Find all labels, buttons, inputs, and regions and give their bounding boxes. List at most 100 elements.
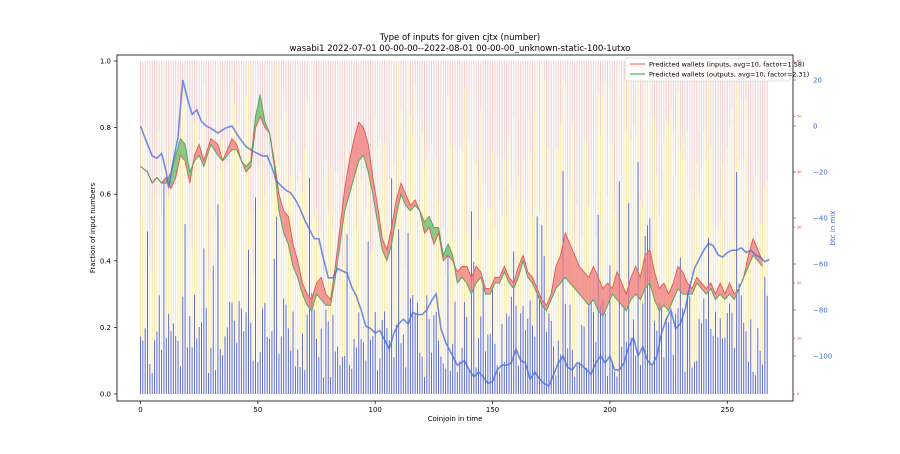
bar-segment-yellow — [651, 280, 653, 365]
prediction-fill-segment — [283, 210, 286, 239]
bar-segment-yellow — [433, 225, 435, 316]
prediction-fill-segment — [593, 266, 596, 306]
bar-segment-yellow — [494, 228, 496, 344]
plot-frame — [116, 54, 794, 402]
prediction-fill-segment — [572, 249, 575, 289]
coinjoin-bar — [391, 61, 393, 394]
bar-segment-blue — [353, 339, 355, 394]
bar-segment-red — [499, 61, 501, 202]
coinjoin-bar — [611, 61, 613, 394]
bar-segment-yellow — [522, 160, 524, 307]
bar-segment-red — [651, 61, 653, 281]
bar-segment-red — [654, 61, 656, 117]
bar-segment-red — [672, 61, 674, 132]
coinjoin-bar — [438, 61, 440, 394]
coinjoin-bar — [470, 61, 472, 394]
bar-segment-yellow — [257, 167, 259, 363]
coinjoin-bar — [731, 61, 733, 394]
bar-segment-red — [623, 61, 625, 76]
bar-segment-yellow — [700, 169, 702, 324]
prediction-fill-segment — [558, 255, 561, 286]
prediction-fill-segment — [260, 94, 263, 123]
bar-segment-blue — [682, 308, 684, 394]
coinjoin-bar — [250, 61, 252, 394]
bar-segment-blue — [585, 367, 587, 394]
legend-inputs-label: Predicted wallets (inputs, avg=10, facto… — [649, 61, 805, 69]
bar-segment-yellow — [367, 158, 369, 242]
bar-segment-yellow — [761, 223, 763, 365]
bar-segment-yellow — [661, 201, 663, 307]
bar-segment-blue — [595, 341, 597, 394]
bar-segment-yellow — [271, 187, 273, 332]
bar-segment-yellow — [370, 252, 371, 340]
bar-segment-blue — [503, 361, 505, 394]
bar-segment-blue — [548, 313, 550, 394]
bar-segment-red — [754, 61, 756, 178]
btc-in-mix-line — [139, 79, 770, 387]
bar-segment-red — [177, 61, 179, 147]
bar-segment-blue — [616, 376, 618, 394]
y-tick-label: 0.2 — [100, 324, 111, 332]
bar-segment-red — [269, 61, 271, 188]
bar-segment-red — [304, 61, 306, 149]
coinjoin-bar — [398, 61, 400, 394]
prediction-fill-segment — [584, 271, 587, 303]
bar-segment-blue — [377, 370, 379, 394]
bar-segment-red — [151, 61, 153, 272]
prediction-fill-segment — [321, 277, 324, 303]
bar-segment-yellow — [285, 112, 287, 305]
bar-segment-red — [571, 61, 573, 122]
bar-segment-blue — [581, 325, 583, 394]
bar-segment-red — [273, 61, 275, 157]
bar-segment-blue — [715, 311, 717, 394]
coinjoin-bar — [729, 61, 731, 394]
bar-segment-red — [449, 61, 451, 145]
bar-segment-blue — [461, 347, 463, 394]
coinjoin-bar — [604, 61, 606, 394]
coinjoin-bar — [346, 61, 348, 394]
coinjoin-bar — [597, 61, 599, 394]
bar-segment-red — [689, 61, 691, 190]
coinjoin-bar — [428, 61, 430, 394]
coinjoin-bar — [304, 61, 306, 394]
bar-segment-yellow — [710, 146, 712, 329]
prediction-fill-segment — [358, 122, 362, 161]
prediction-fill-segment — [663, 283, 667, 308]
coinjoin-bar — [623, 61, 625, 394]
bar-segment-yellow — [170, 145, 172, 332]
bar-segment-blue — [623, 307, 625, 394]
coinjoin-bar — [583, 61, 585, 394]
bar-segment-blue — [761, 364, 763, 394]
coinjoin-bar — [353, 61, 355, 394]
coinjoin-bar — [294, 61, 296, 394]
bar-segment-yellow — [722, 162, 724, 339]
bar-segment-blue — [550, 321, 552, 394]
bar-segment-yellow — [729, 124, 731, 304]
prediction-fill-segment — [609, 285, 613, 300]
y3-tick-label: 60 — [797, 59, 801, 63]
bar-segment-yellow — [273, 156, 275, 259]
bar-segment-blue — [325, 309, 327, 394]
bar-segment-blue — [409, 298, 411, 394]
bar-segment-yellow — [578, 265, 580, 362]
coinjoin-bar — [290, 61, 292, 394]
bar-segment-red — [428, 61, 430, 152]
prediction-fill-segment — [185, 144, 188, 172]
prediction-fill-segment — [708, 283, 711, 292]
coinjoin-bar — [285, 61, 287, 394]
bar-segment-red — [238, 61, 240, 123]
bar-segment-red — [215, 61, 217, 216]
bar-segment-yellow — [705, 159, 707, 320]
prediction-fill-segment — [539, 294, 542, 306]
bar-segment-blue — [344, 355, 346, 394]
bar-segment-yellow — [139, 216, 141, 337]
prediction-fill-segment — [344, 174, 348, 211]
bar-segment-yellow — [736, 83, 738, 173]
bar-segment-blue — [247, 249, 249, 394]
coinjoin-bar — [323, 61, 325, 394]
bar-segment-blue — [754, 375, 756, 394]
bar-segment-blue — [656, 330, 658, 394]
prediction-fill-segment — [647, 249, 650, 286]
bar-segment-yellow — [405, 270, 407, 368]
coinjoin-bar — [553, 61, 555, 394]
